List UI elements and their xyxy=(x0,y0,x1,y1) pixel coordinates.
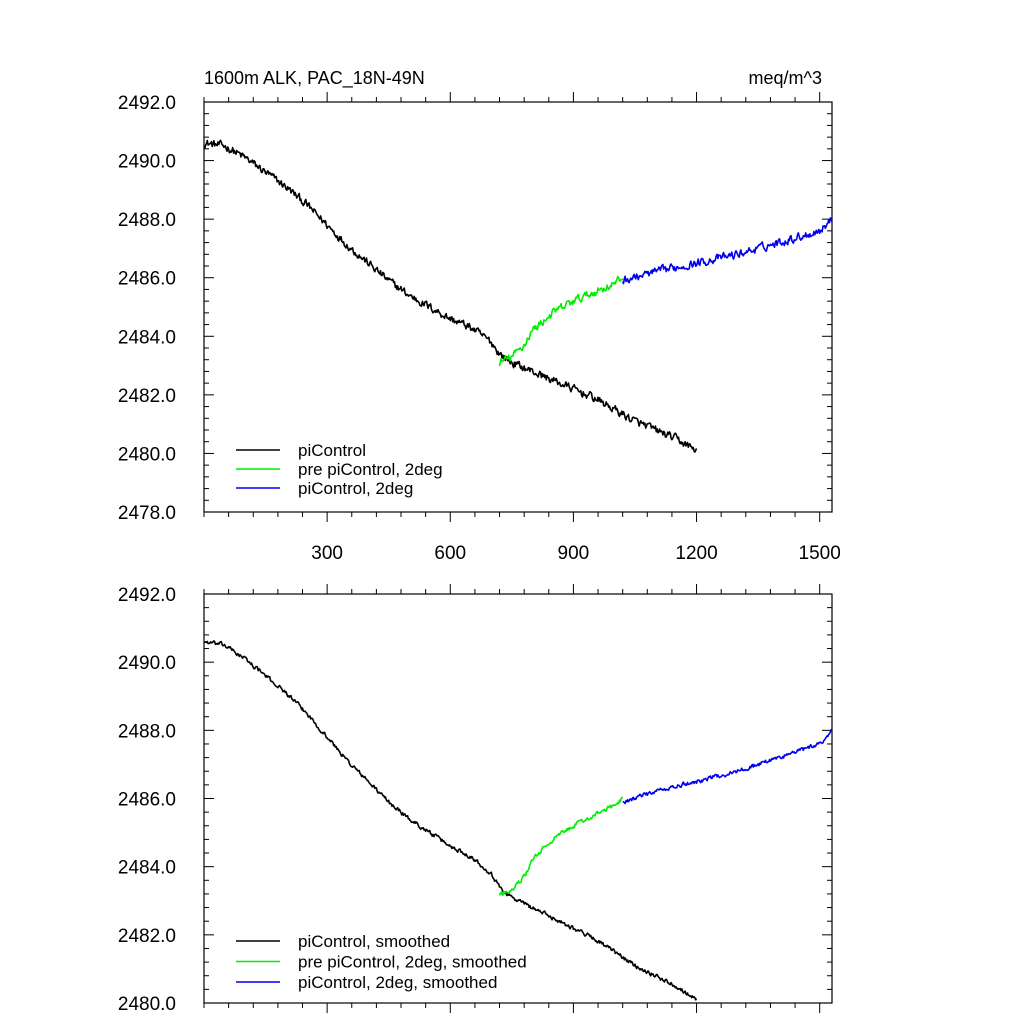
x-tick-label: 900 xyxy=(558,543,590,564)
x-tick-label: 600 xyxy=(434,543,466,564)
y-tick-label: 2478.0 xyxy=(118,503,176,524)
x-tick-label: 1200 xyxy=(675,543,717,564)
series-line-2 xyxy=(621,217,833,285)
y-tick-label: 2490.0 xyxy=(118,653,176,674)
legend-label: piControl, 2deg xyxy=(298,479,413,498)
x-tick-label: 1500 xyxy=(799,543,841,564)
legend-label: piControl xyxy=(298,441,366,460)
units-label: meq/m^3 xyxy=(749,68,822,88)
legend-label: piControl, 2deg, smoothed xyxy=(298,973,497,992)
legend-label: pre piControl, 2deg xyxy=(298,460,443,479)
y-tick-label: 2480.0 xyxy=(118,444,176,465)
chart-title: 1600m ALK, PAC_18N-49N xyxy=(204,68,425,89)
y-tick-label: 2488.0 xyxy=(118,721,176,742)
y-tick-label: 2492.0 xyxy=(118,585,176,606)
x-tick-label: 300 xyxy=(311,543,343,564)
y-tick-label: 2480.0 xyxy=(118,994,176,1015)
chart-bottom: 2480.0 2482.0 2484.0 2486.0 2488.0 2490.0 2492… xyxy=(118,584,833,1015)
series-line-2 xyxy=(622,728,833,805)
y-tick-label: 2484.0 xyxy=(118,858,176,879)
y-tick-label: 2492.0 xyxy=(118,93,176,114)
y-tick-label: 2482.0 xyxy=(118,926,176,947)
y-tick-label: 2486.0 xyxy=(118,269,176,290)
y-tick-label: 2490.0 xyxy=(118,152,176,173)
legend-label: piControl, smoothed xyxy=(298,932,450,951)
y-tick-label: 2484.0 xyxy=(118,327,176,348)
legend: piControl, smoothed pre piControl, 2deg, … xyxy=(236,932,527,992)
series-line-0 xyxy=(203,139,698,453)
legend-label: pre piControl, 2deg, smoothed xyxy=(298,953,527,972)
plot-frame xyxy=(203,101,833,513)
y-tick-label: 2488.0 xyxy=(118,210,176,231)
chart-top: 1600m ALK, PAC_18N-49N meq/m^3 2478.0 248… xyxy=(118,68,841,564)
y-tick-label: 2482.0 xyxy=(118,386,176,407)
series-line-0 xyxy=(203,640,698,1001)
series-line-1 xyxy=(498,796,623,897)
y-tick-label: 2486.0 xyxy=(118,790,176,811)
series-line-1 xyxy=(498,275,624,367)
